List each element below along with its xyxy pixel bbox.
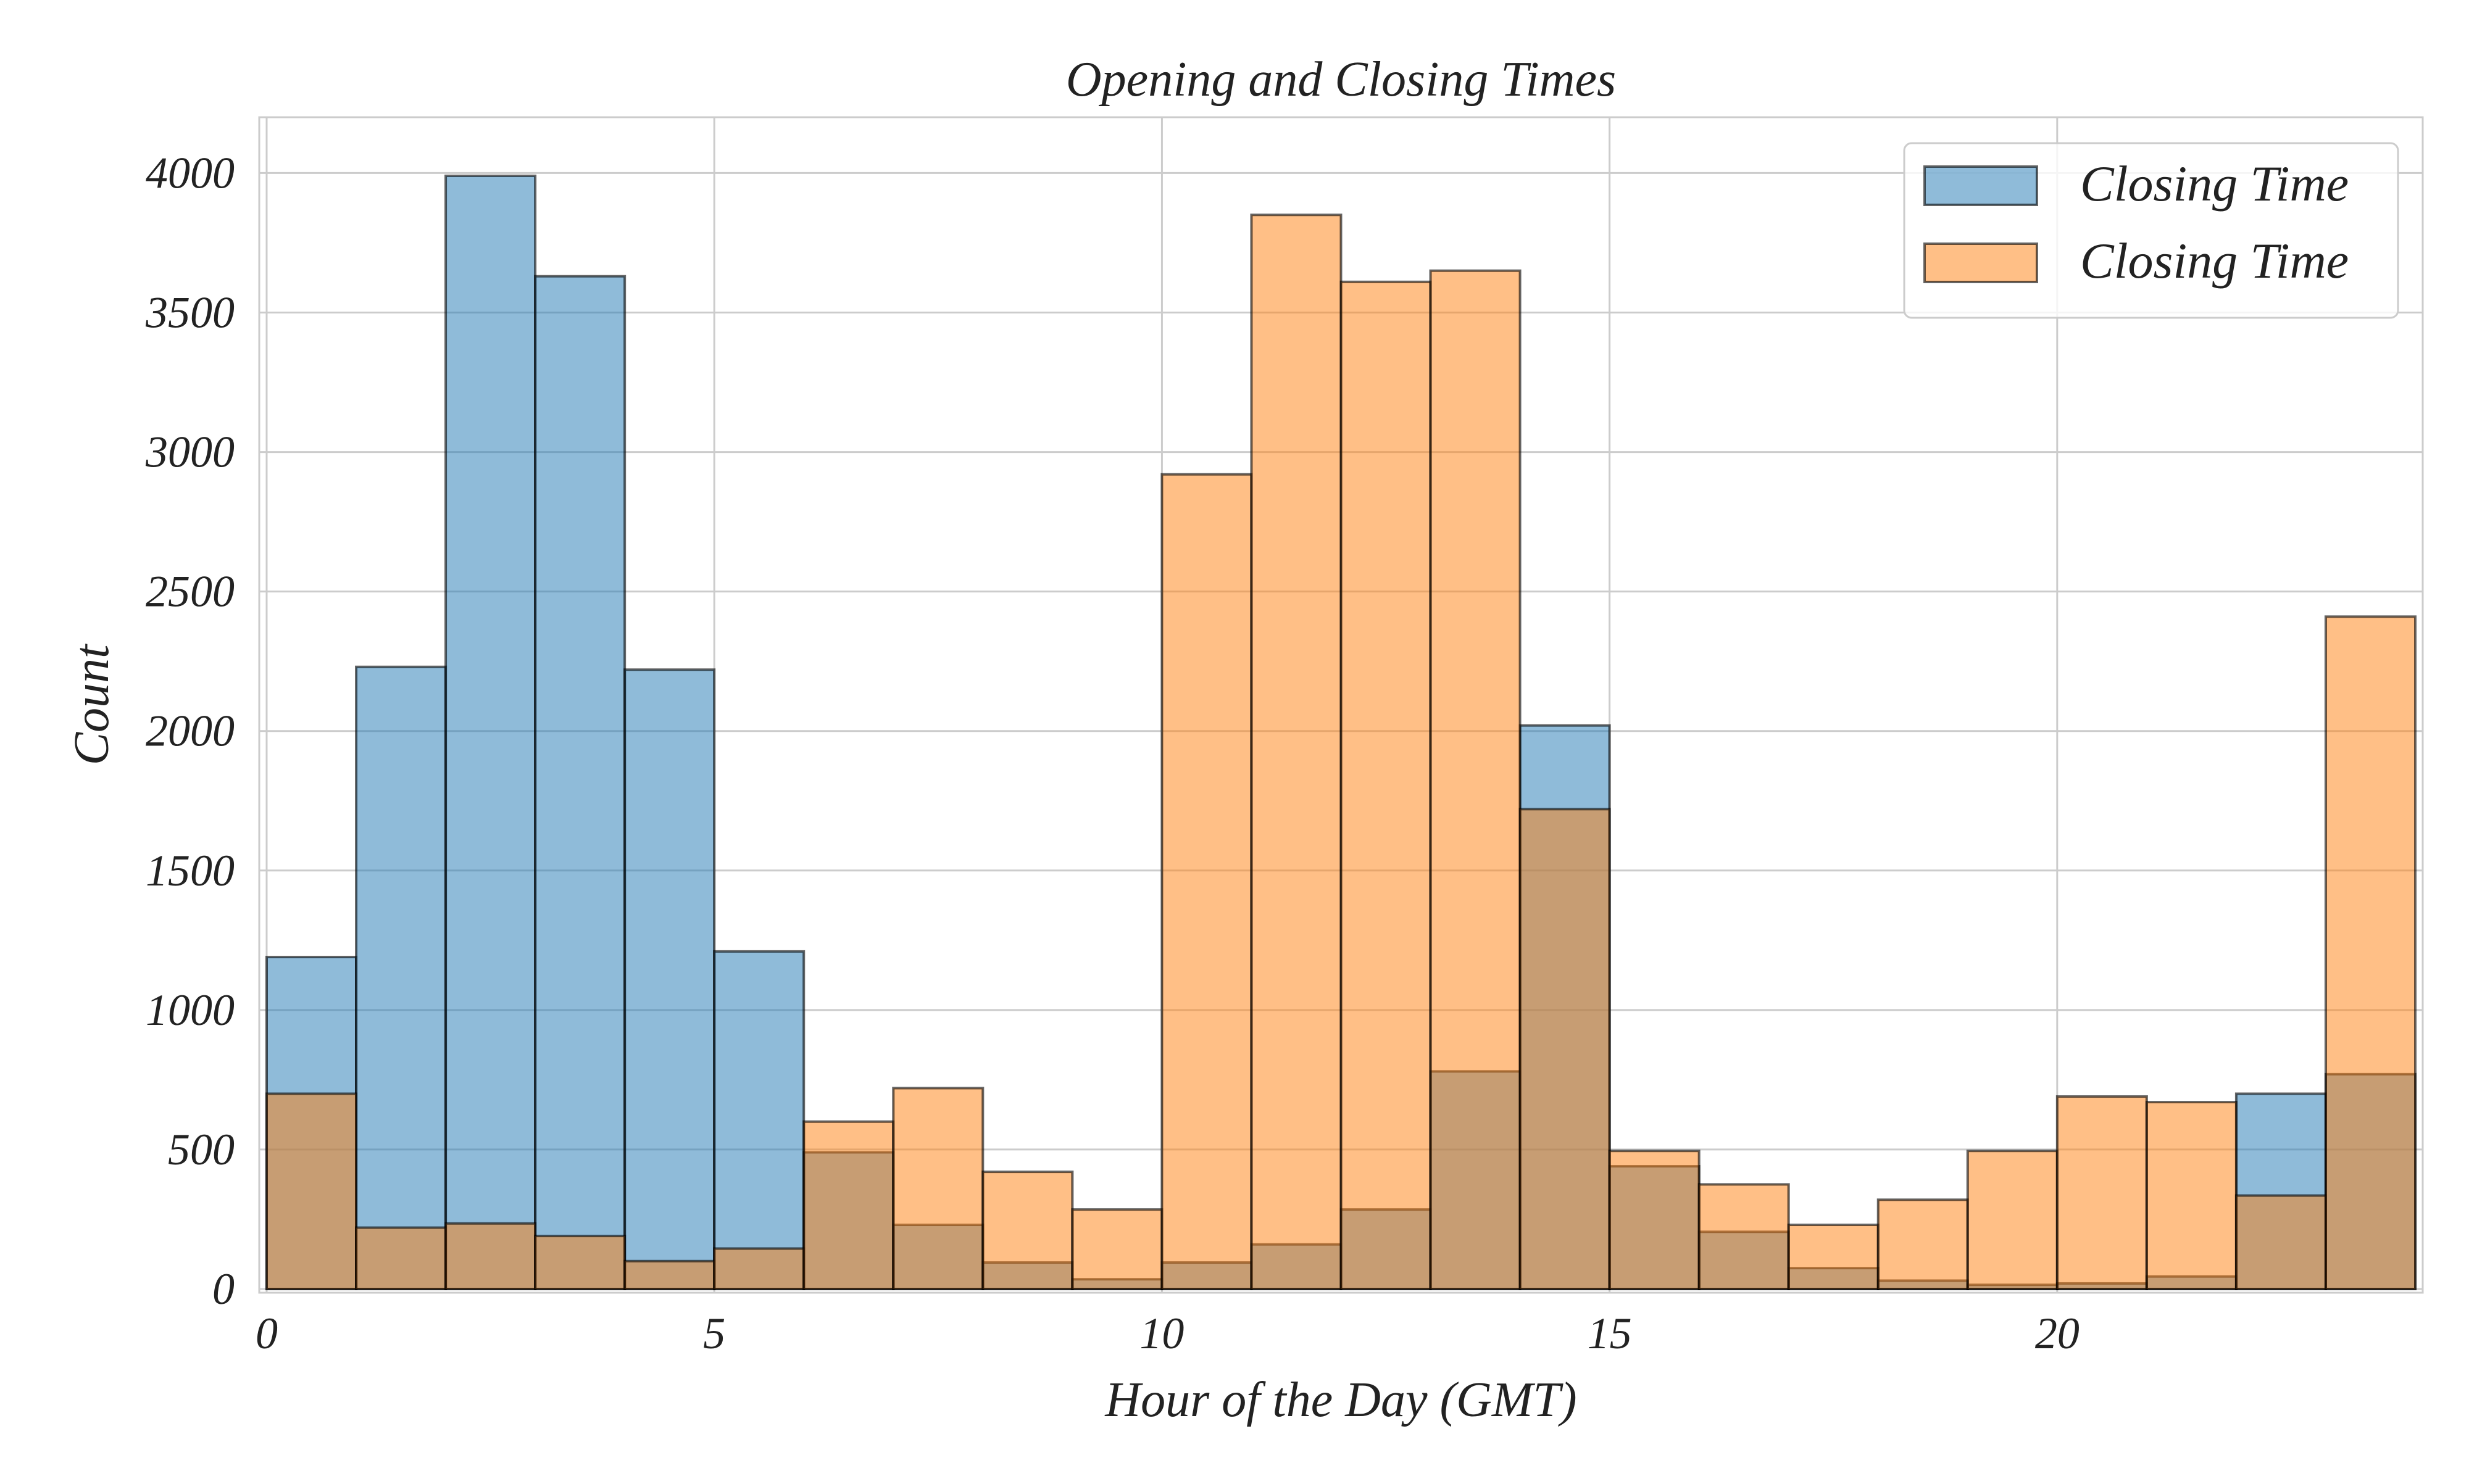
histogram-bar <box>265 1092 358 1290</box>
y-tick-label: 1500 <box>146 846 235 895</box>
histogram-bar <box>892 1087 985 1290</box>
histogram-bar <box>2055 1095 2148 1291</box>
histogram-bar <box>802 1120 895 1290</box>
histogram-bar <box>2324 615 2417 1290</box>
plot-frame <box>258 116 2424 1294</box>
histogram-bar <box>1339 280 1432 1290</box>
legend-label-closing-time-orange: Closing Time <box>2080 233 2349 289</box>
x-tick-label: 20 <box>2035 1309 2080 1358</box>
histogram-bar <box>981 1171 1074 1290</box>
legend-swatch-closing-time-blue <box>1923 165 2038 206</box>
histogram-bar <box>2234 1194 2327 1290</box>
legend-label-closing-time-blue: Closing Time <box>2080 155 2349 212</box>
histogram-bar <box>1071 1208 1164 1290</box>
histogram-bar <box>1697 1183 1790 1290</box>
x-tick-label: 5 <box>703 1309 725 1358</box>
legend-swatch-closing-time-orange <box>1923 242 2038 283</box>
histogram-bar <box>534 1235 627 1291</box>
histogram-bar <box>534 275 627 1290</box>
y-axis-title: Count <box>65 644 119 765</box>
y-tick-label: 3500 <box>145 288 235 338</box>
y-tick-label: 500 <box>168 1125 235 1174</box>
y-tick-label: 0 <box>212 1264 235 1314</box>
legend: Closing Time Closing Time <box>1903 142 2399 319</box>
y-tick-label: 2000 <box>146 707 235 756</box>
y-tick-label: 1000 <box>146 985 235 1035</box>
histogram-bar <box>355 665 448 1290</box>
histogram-bar <box>623 668 716 1290</box>
x-tick-label: 10 <box>1139 1309 1184 1358</box>
x-tick-label: 0 <box>256 1309 278 1358</box>
x-tick-label: 15 <box>1588 1309 1632 1358</box>
histogram-bar <box>1787 1224 1880 1291</box>
histogram-bar <box>444 174 537 1291</box>
chart-title: Opening and Closing Times <box>1066 52 1616 107</box>
y-tick-label: 2500 <box>146 567 235 616</box>
histogram-bar <box>1966 1150 2059 1291</box>
histogram-bar <box>355 1226 448 1290</box>
histogram-bar <box>713 1247 806 1291</box>
histogram-bar <box>1608 1150 1701 1291</box>
histogram-bar <box>1518 808 1611 1291</box>
histogram-bar <box>1250 213 1343 1290</box>
histogram-bar <box>1876 1198 1969 1291</box>
y-tick-label: 3000 <box>145 428 235 477</box>
tick-labels: 0 5 10 15 20 0 500 1000 1500 2000 2500 3000 3500 4000 <box>145 148 2080 1358</box>
histogram-bar <box>444 1222 537 1291</box>
histogram-bar <box>2145 1101 2238 1291</box>
y-tick-label: 4000 <box>146 148 235 197</box>
x-axis-title: Hour of the Day (GMT) <box>1104 1373 1576 1427</box>
histogram-bar <box>623 1259 716 1291</box>
bars <box>265 174 2417 1291</box>
histogram-bar <box>1429 269 1522 1290</box>
histogram-bar <box>713 950 806 1290</box>
histogram-bar <box>1160 473 1253 1291</box>
